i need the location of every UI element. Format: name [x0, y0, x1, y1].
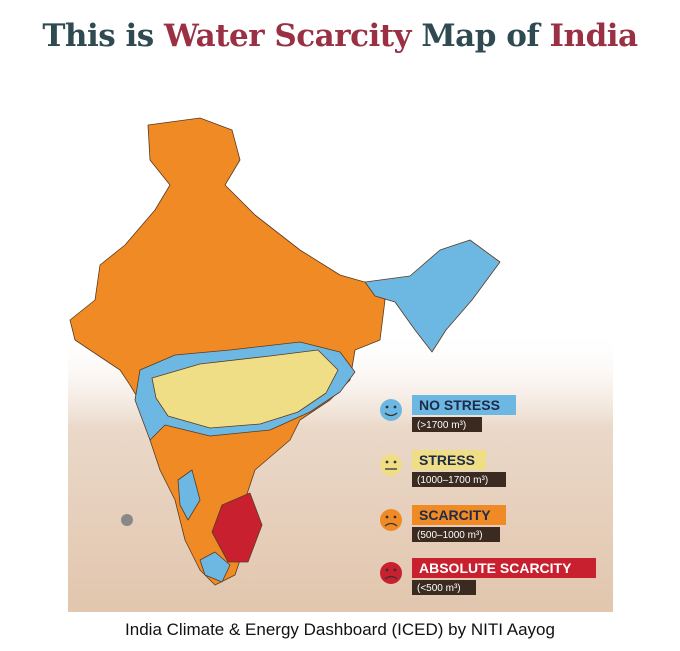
island — [121, 514, 133, 526]
title: This is Water Scarcity Map of India — [0, 18, 680, 54]
icon-eye — [393, 460, 397, 464]
legend-range-box — [412, 580, 476, 595]
legend-range: (>1700 m³) — [417, 420, 466, 431]
legend-range: (<500 m³) — [417, 583, 461, 594]
footer: India Climate & Energy Dashboard (ICED) … — [125, 620, 555, 639]
region-stress — [151, 349, 339, 429]
legend-label-box — [412, 505, 506, 525]
legend-icon — [380, 509, 402, 531]
icon-eye — [385, 568, 389, 572]
icon-eye — [393, 515, 397, 519]
region-absolute-scarcity — [211, 492, 263, 563]
icon-eye — [393, 568, 397, 572]
legend-range-box — [412, 527, 500, 542]
region-no-stress — [364, 239, 501, 353]
legend-icon — [380, 399, 402, 421]
india-map — [69, 117, 501, 586]
icon-mouth — [384, 575, 398, 580]
legend-icon — [380, 562, 402, 584]
icon-mouth — [384, 412, 398, 417]
title-highlight: Water Scarcity — [164, 18, 412, 54]
legend-icon — [380, 454, 402, 476]
legend-label-box — [412, 558, 596, 578]
title-text: Map of — [421, 18, 540, 54]
legend-range-box — [412, 472, 506, 487]
title-text: This is — [42, 18, 154, 54]
icon-eye — [385, 405, 389, 409]
legend-label-box — [412, 450, 486, 470]
region-no-stress — [177, 469, 201, 521]
legend-range: (500–1000 m³) — [417, 530, 483, 541]
legend-label: STRESS — [419, 452, 475, 468]
title-highlight: India — [549, 18, 639, 54]
legend-range: (1000–1700 m³) — [417, 475, 488, 486]
legend-label: ABSOLUTE SCARCITY — [419, 560, 572, 576]
icon-eye — [385, 460, 389, 464]
legend-label: NO STRESS — [419, 397, 500, 413]
legend-label-box — [412, 395, 516, 415]
icon-eye — [393, 405, 397, 409]
legend-label: SCARCITY — [419, 507, 491, 523]
icon-eye — [385, 515, 389, 519]
region-no-stress — [199, 551, 231, 583]
icon-mouth — [384, 522, 398, 527]
legend-range-box — [412, 417, 482, 432]
